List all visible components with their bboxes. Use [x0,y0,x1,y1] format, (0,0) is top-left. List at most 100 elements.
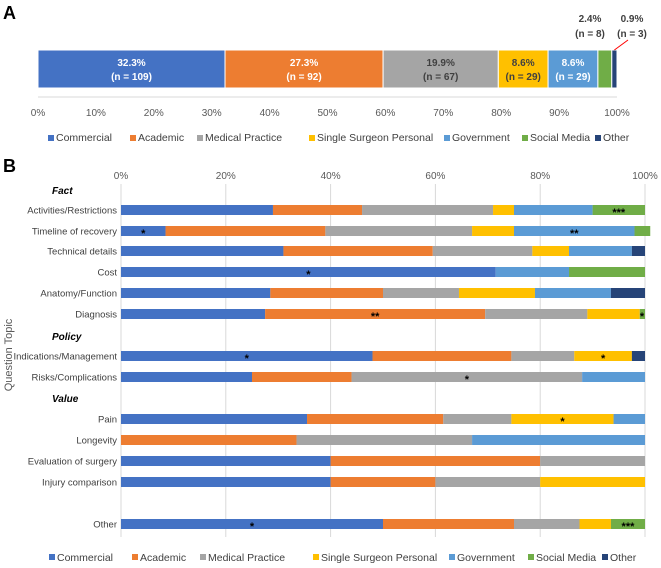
panel-b-annotations: **** ***** ** **** *** [141,207,645,533]
row-evaluation-of-surgery: Evaluation of surgery [28,456,645,468]
callout-line [614,39,629,51]
legend-label: Government [452,132,510,144]
data-label-n: (n = 8) [575,29,605,40]
segment-academic [252,372,352,382]
legend-swatch [313,554,319,560]
segment-social-media [639,309,645,319]
legend-item-other: Other [602,552,637,564]
legend-label: Social Media [530,132,590,144]
legend-label: Academic [140,552,186,564]
segment-commercial [121,477,331,487]
row-longevity: Longevity [76,435,645,447]
segment-academic [307,414,444,424]
segment-medical-practice [432,246,533,256]
segment-government [472,435,645,445]
row-injury-comparison: Injury comparison [42,477,645,489]
bar-academic [224,49,384,89]
legend-swatch [200,554,206,560]
panel-b-tick-label: 40% [321,171,341,182]
significance-marker: * [465,374,470,386]
panel-a-tick-label: 100% [604,108,630,119]
data-label-pct: 32.3% [117,58,145,69]
segment-medical-practice [325,226,473,236]
legend-label: Medical Practice [208,552,285,564]
segment-government [514,205,593,215]
row-label: Other [93,520,117,531]
segment-social-media [634,226,651,236]
segment-academic [283,246,433,256]
panel-a-tick-label: 80% [491,108,511,119]
significance-marker: * [141,228,146,240]
legend-label: Other [610,552,637,564]
panel-b-tick-label: 0% [114,171,129,182]
legend-label: Commercial [56,132,112,144]
segment-single-surgeon-personal [511,414,614,424]
segment-medical-practice [362,205,494,215]
legend-item-other: Other [595,132,630,144]
data-label-pct: 0.9% [621,14,644,25]
panel-b-tick-label: 80% [530,171,550,182]
segment-government [534,288,611,298]
row-diagnosis: Diagnosis [75,309,645,321]
legend-swatch [595,135,601,141]
row-technical-details: Technical details [47,246,645,258]
data-label-n: (n = 29) [555,72,590,83]
row-label: Anatomy/Function [40,289,117,300]
segment-social-media [592,205,645,215]
significance-marker: * [245,353,250,365]
segment-academic [372,351,512,361]
segment-medical-practice [540,456,645,466]
significance-marker: ** [371,311,380,323]
panel-b-tick-label: 20% [216,171,236,182]
panel-b-tick-label: 100% [632,171,658,182]
segment-medical-practice [383,288,459,298]
data-label-n: (n = 109) [111,72,152,83]
legend-item-social-media: Social Media [522,132,590,144]
significance-marker: * [306,269,311,281]
segment-academic [330,456,541,466]
legend-swatch [602,554,608,560]
legend-label: Commercial [57,552,113,564]
legend-swatch [49,554,55,560]
row-anatomy-function: Anatomy/Function [40,288,645,300]
legend-label: Single Surgeon Personal [321,552,437,564]
bar-other [611,49,618,89]
segment-single-surgeon-personal [540,477,645,487]
row-label: Pain [98,415,117,426]
legend-swatch [48,135,54,141]
legend-label: Government [457,552,515,564]
y-axis-title: Question Topic [3,318,15,391]
panel-b: B 0% 20% 40% 60% 80% 100% Fact Activities/Rest… [3,156,658,564]
legend-item-medical-practice: Medical Practice [197,132,282,144]
segment-academic [272,205,363,215]
segment-commercial [121,519,383,529]
legend-swatch [528,554,534,560]
legend-item-government: Government [444,132,510,144]
significance-marker: * [250,521,255,533]
data-label-n: (n = 29) [506,72,541,83]
data-label-pct: 8.6% [562,58,585,69]
legend-item-medical-practice: Medical Practice [200,552,285,564]
data-label-n: (n = 67) [423,72,458,83]
legend-swatch [309,135,315,141]
row-other: Other [93,519,645,531]
row-label: Cost [97,268,117,279]
row-timeline-of-recovery: Timeline of recovery [32,226,651,238]
panel-a-axis: 0% 10% 20% 30% 40% 50% 60% 70% 80% 90% 100% [31,96,630,119]
segment-academic [165,226,326,236]
data-label-pct: 8.6% [512,58,535,69]
segment-social-media [610,519,645,529]
segment-single-surgeon-personal [458,288,535,298]
legend-label: Academic [138,132,184,144]
segment-other [631,246,645,256]
legend-item-commercial: Commercial [49,552,113,564]
panel-a: A 0% 10% 20% 30% 40% 50% 60% 70% 80% 90% 100% 32.3… [3,3,647,144]
significance-marker: ** [570,228,579,240]
panel-a-tick-label: 20% [144,108,164,119]
row-label: Injury comparison [42,478,117,489]
row-label: Risks/Complications [31,373,117,384]
segment-academic [330,477,436,487]
row-cost: Cost [97,267,645,279]
segment-government [613,414,645,424]
segment-single-surgeon-personal [493,205,514,215]
